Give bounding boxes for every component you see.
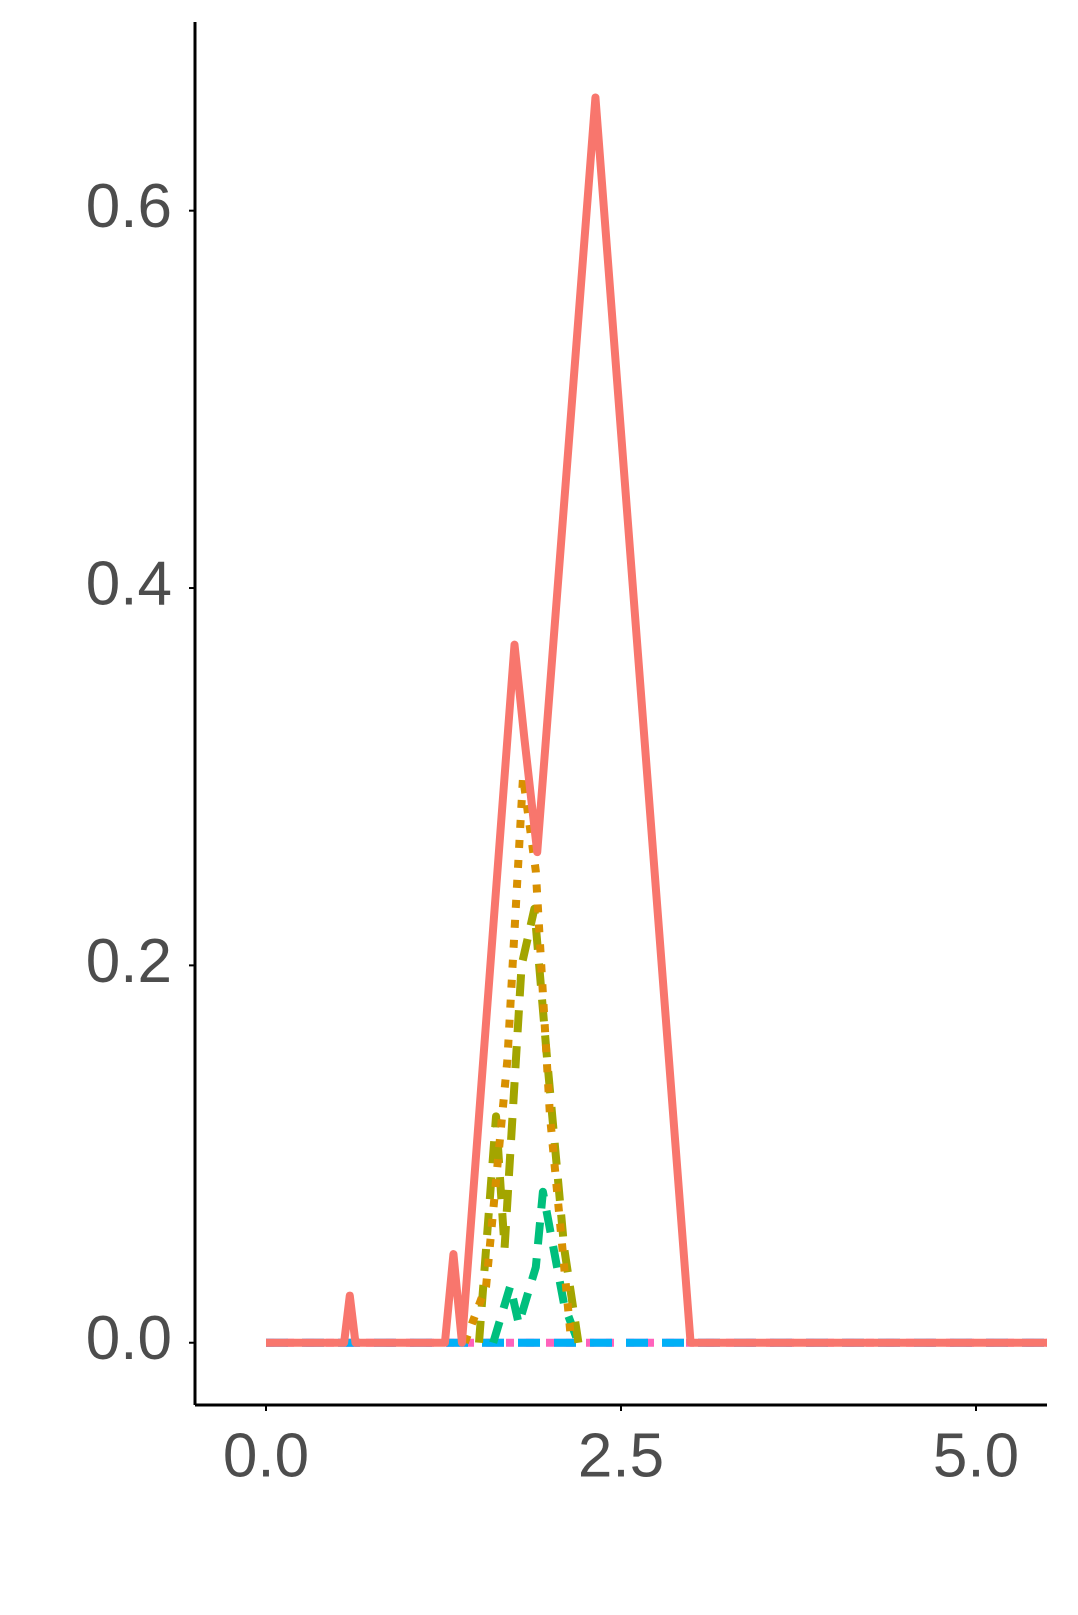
y-tick-label: 0.0 xyxy=(86,1304,172,1373)
y-tick-label: 0.6 xyxy=(86,172,172,241)
y-tick-label: 0.2 xyxy=(86,927,172,996)
series-line xyxy=(266,93,1047,1347)
series-line xyxy=(475,904,583,1344)
x-tick-label: 0.0 xyxy=(223,1421,309,1490)
series-line xyxy=(489,1187,583,1345)
x-tick-label: 2.5 xyxy=(578,1421,664,1490)
series-line xyxy=(461,772,576,1345)
x-tick-label: 5.0 xyxy=(933,1421,1019,1490)
y-tick-label: 0.4 xyxy=(86,549,172,618)
